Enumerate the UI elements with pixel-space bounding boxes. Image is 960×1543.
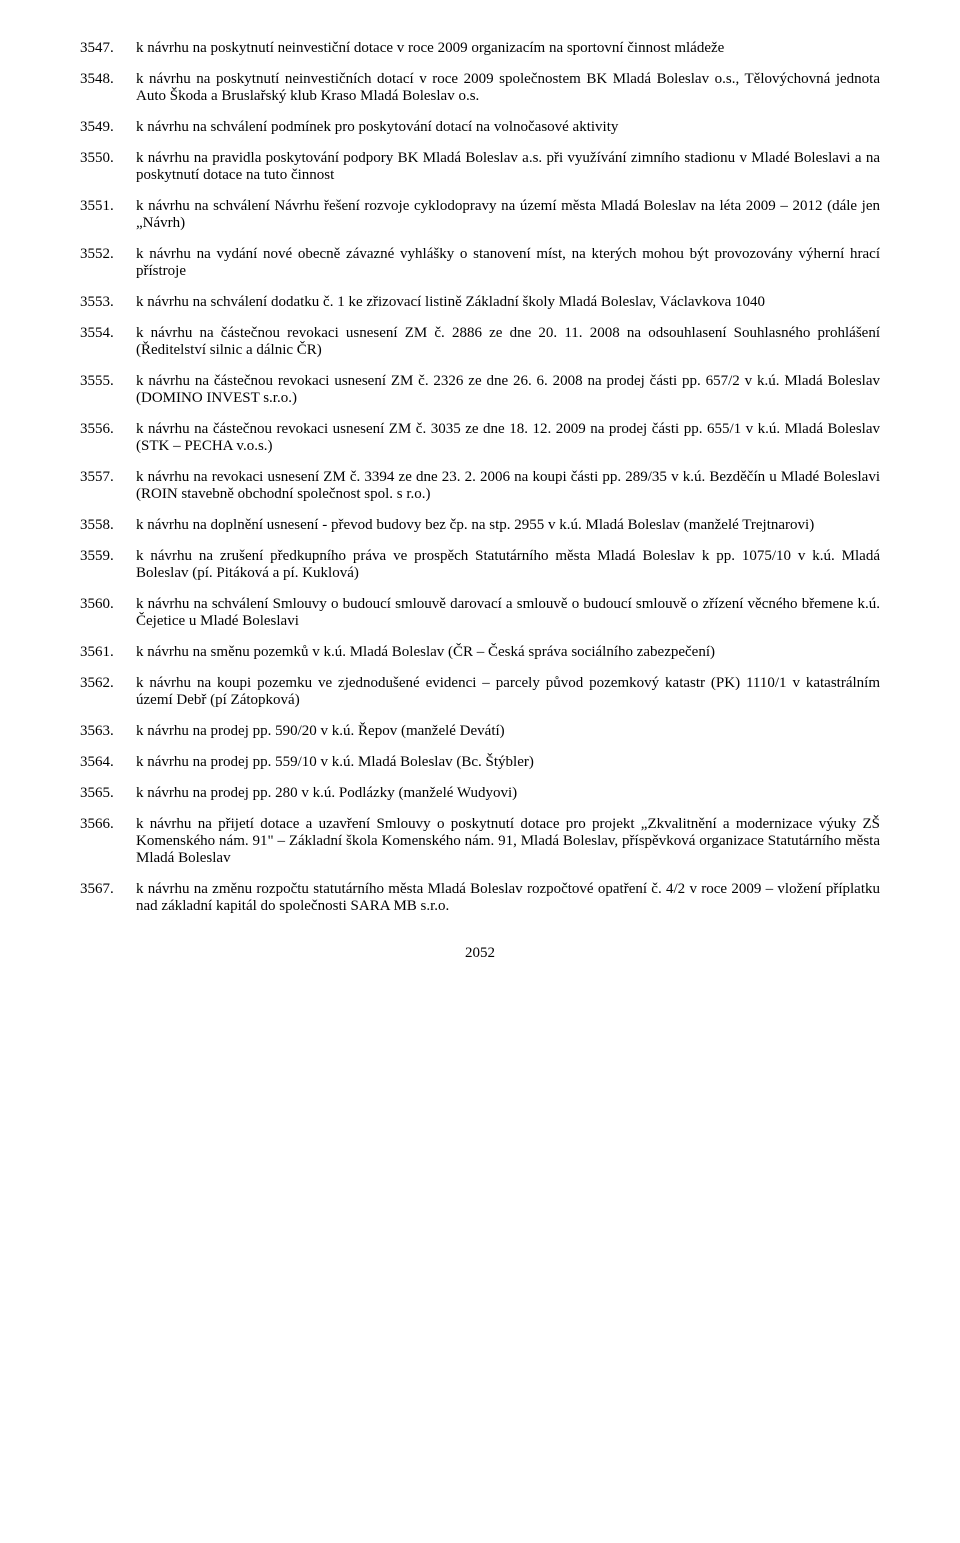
item-number: 3562. bbox=[80, 675, 136, 709]
item-text: k návrhu na poskytnutí neinvestičních do… bbox=[136, 71, 880, 105]
item-text: k návrhu na částečnou revokaci usnesení … bbox=[136, 373, 880, 407]
item-number: 3556. bbox=[80, 421, 136, 455]
item-text: k návrhu na prodej pp. 590/20 v k.ú. Řep… bbox=[136, 723, 880, 740]
item-number: 3564. bbox=[80, 754, 136, 771]
item-number: 3559. bbox=[80, 548, 136, 582]
list-item: 3558.k návrhu na doplnění usnesení - pře… bbox=[80, 517, 880, 534]
item-number: 3549. bbox=[80, 119, 136, 136]
item-number: 3550. bbox=[80, 150, 136, 184]
list-item: 3557.k návrhu na revokaci usnesení ZM č.… bbox=[80, 469, 880, 503]
list-item: 3559.k návrhu na zrušení předkupního prá… bbox=[80, 548, 880, 582]
item-text: k návrhu na směnu pozemků v k.ú. Mladá B… bbox=[136, 644, 880, 661]
item-number: 3563. bbox=[80, 723, 136, 740]
list-item: 3560.k návrhu na schválení Smlouvy o bud… bbox=[80, 596, 880, 630]
item-text: k návrhu na schválení dodatku č. 1 ke zř… bbox=[136, 294, 880, 311]
item-text: k návrhu na částečnou revokaci usnesení … bbox=[136, 325, 880, 359]
list-item: 3553.k návrhu na schválení dodatku č. 1 … bbox=[80, 294, 880, 311]
item-text: k návrhu na pravidla poskytování podpory… bbox=[136, 150, 880, 184]
item-number: 3552. bbox=[80, 246, 136, 280]
list-item: 3565.k návrhu na prodej pp. 280 v k.ú. P… bbox=[80, 785, 880, 802]
list-item: 3566.k návrhu na přijetí dotace a uzavře… bbox=[80, 816, 880, 867]
list-item: 3556.k návrhu na částečnou revokaci usne… bbox=[80, 421, 880, 455]
item-number: 3566. bbox=[80, 816, 136, 867]
list-item: 3547.k návrhu na poskytnutí neinvestiční… bbox=[80, 40, 880, 57]
item-text: k návrhu na změnu rozpočtu statutárního … bbox=[136, 881, 880, 915]
item-text: k návrhu na schválení podmínek pro posky… bbox=[136, 119, 880, 136]
item-number: 3551. bbox=[80, 198, 136, 232]
item-text: k návrhu na doplnění usnesení - převod b… bbox=[136, 517, 880, 534]
item-text: k návrhu na koupi pozemku ve zjednodušen… bbox=[136, 675, 880, 709]
item-number: 3554. bbox=[80, 325, 136, 359]
item-text: k návrhu na vydání nové obecně závazné v… bbox=[136, 246, 880, 280]
item-text: k návrhu na schválení Smlouvy o budoucí … bbox=[136, 596, 880, 630]
item-number: 3565. bbox=[80, 785, 136, 802]
item-text: k návrhu na částečnou revokaci usnesení … bbox=[136, 421, 880, 455]
item-text: k návrhu na prodej pp. 280 v k.ú. Podláz… bbox=[136, 785, 880, 802]
list-item: 3562.k návrhu na koupi pozemku ve zjedno… bbox=[80, 675, 880, 709]
list-item: 3550.k návrhu na pravidla poskytování po… bbox=[80, 150, 880, 184]
item-number: 3567. bbox=[80, 881, 136, 915]
document-page: 3547.k návrhu na poskytnutí neinvestiční… bbox=[0, 0, 960, 992]
list-item: 3549.k návrhu na schválení podmínek pro … bbox=[80, 119, 880, 136]
item-text: k návrhu na přijetí dotace a uzavření Sm… bbox=[136, 816, 880, 867]
item-number: 3557. bbox=[80, 469, 136, 503]
list-item: 3551.k návrhu na schválení Návrhu řešení… bbox=[80, 198, 880, 232]
page-number: 2052 bbox=[80, 945, 880, 962]
list-item: 3561.k návrhu na směnu pozemků v k.ú. Ml… bbox=[80, 644, 880, 661]
item-number: 3555. bbox=[80, 373, 136, 407]
item-number: 3561. bbox=[80, 644, 136, 661]
list-item: 3552.k návrhu na vydání nové obecně záva… bbox=[80, 246, 880, 280]
item-text: k návrhu na schválení Návrhu řešení rozv… bbox=[136, 198, 880, 232]
list-item: 3563.k návrhu na prodej pp. 590/20 v k.ú… bbox=[80, 723, 880, 740]
item-number: 3560. bbox=[80, 596, 136, 630]
list-item: 3554.k návrhu na částečnou revokaci usne… bbox=[80, 325, 880, 359]
item-number: 3553. bbox=[80, 294, 136, 311]
list-item: 3567.k návrhu na změnu rozpočtu statutár… bbox=[80, 881, 880, 915]
items-list: 3547.k návrhu na poskytnutí neinvestiční… bbox=[80, 40, 880, 915]
list-item: 3548.k návrhu na poskytnutí neinvestiční… bbox=[80, 71, 880, 105]
list-item: 3564.k návrhu na prodej pp. 559/10 v k.ú… bbox=[80, 754, 880, 771]
item-text: k návrhu na revokaci usnesení ZM č. 3394… bbox=[136, 469, 880, 503]
list-item: 3555.k návrhu na částečnou revokaci usne… bbox=[80, 373, 880, 407]
item-number: 3548. bbox=[80, 71, 136, 105]
item-text: k návrhu na zrušení předkupního práva ve… bbox=[136, 548, 880, 582]
item-text: k návrhu na poskytnutí neinvestiční dota… bbox=[136, 40, 880, 57]
item-number: 3547. bbox=[80, 40, 136, 57]
item-number: 3558. bbox=[80, 517, 136, 534]
item-text: k návrhu na prodej pp. 559/10 v k.ú. Mla… bbox=[136, 754, 880, 771]
